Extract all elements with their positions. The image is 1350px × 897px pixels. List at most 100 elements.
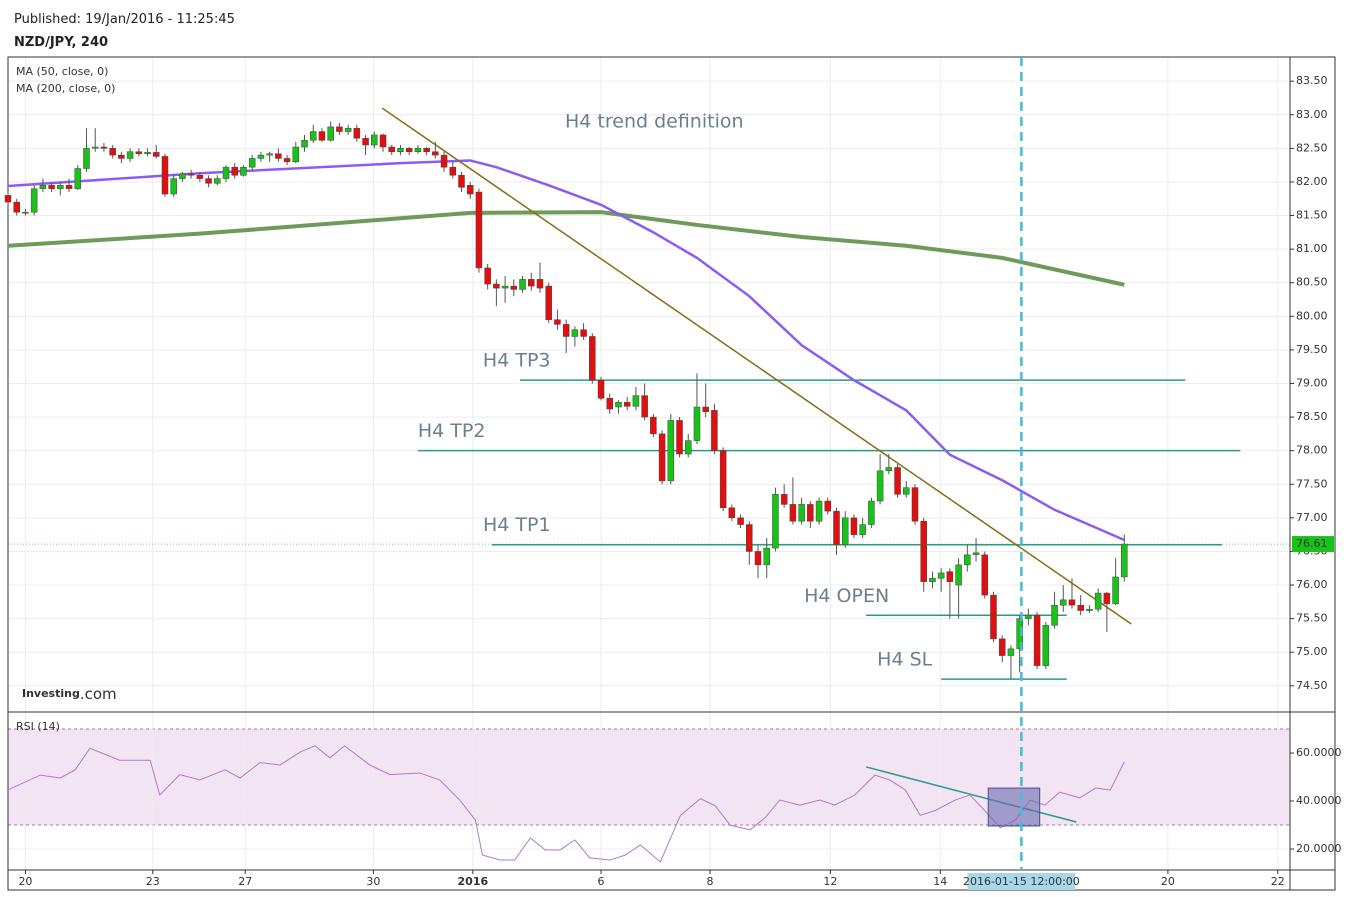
candle-body [859,524,866,535]
candle-body [528,279,535,287]
y-tick-label: 74.50 [1296,679,1328,692]
frame [7,56,1336,891]
candle-body [196,174,204,179]
legend-entry: RSI (14) [16,720,60,733]
y-tick-label: 82.00 [1296,175,1328,188]
x-tick-label: 8 [707,875,714,888]
candle-body [292,146,300,163]
candle-body [301,140,308,148]
candle-body [815,500,823,522]
candle-body [484,267,491,285]
trendline [381,107,1132,625]
candle-body [719,450,727,509]
y-tick-label: 75.50 [1296,612,1328,625]
candle-body [1086,608,1093,611]
candle-body [1033,615,1041,666]
candle-body [981,554,989,596]
candle-body [1094,592,1102,610]
y-tick-label: 77.50 [1296,477,1328,490]
candle-body [641,395,648,418]
candle-body [615,402,622,408]
candle-body [632,395,640,407]
candle-body [205,178,212,184]
candle-body [275,153,282,159]
candle-body [562,324,570,337]
candle-body [501,285,509,289]
candle-body [798,504,805,522]
candle-body [536,279,544,289]
candle-body [885,467,893,472]
candle-body [658,433,666,482]
marker-label: 2016-01-15 12:00:00 [963,875,1080,888]
candle-body [606,398,614,410]
level-label: H4 OPEN [804,585,889,607]
candle-body [972,552,980,556]
candle-body [327,126,334,141]
candle-body [702,406,709,412]
candle-body [903,487,910,495]
candle-body [1025,615,1032,619]
candle-body [22,211,29,214]
candle-body [763,547,770,566]
candle-body [257,154,265,159]
candle-body [458,174,465,188]
candle-body [126,151,134,159]
y-tick-label: 83.50 [1296,74,1328,87]
candle-body [466,185,474,195]
y-tick-label: 76.00 [1296,578,1328,591]
level-label: H4 TP2 [418,420,486,442]
candle-body [650,416,657,435]
candle-body [780,494,788,505]
x-tick-label: 12 [823,875,837,888]
x-tick-label: 22 [1271,875,1285,888]
x-tick-label: 6 [598,875,605,888]
candle-body [946,571,954,582]
candle-body [711,410,718,451]
candle-body [894,467,901,495]
candle-body [571,329,579,337]
y-tick-label: 75.00 [1296,645,1328,658]
y-tick-label: 78.00 [1296,444,1328,457]
candle-body [170,178,177,195]
legend-entry: MA (200, close, 0) [16,82,115,95]
header: Published: 19/Jan/2016 - 11:25:45 NZD/JP… [14,8,235,54]
candle-body [214,178,221,184]
candle-body [589,336,596,381]
candle-body [737,517,744,525]
candle-body [118,154,125,159]
candle-body [937,572,945,579]
candle-body [353,127,361,139]
candle-body [597,379,605,399]
candle-body [74,168,82,189]
candle-body [91,146,99,149]
candle-body [57,185,64,189]
annotation: H4 trend definition [565,111,744,133]
candle-body [920,520,927,582]
last-price-label: 76.61 [1296,537,1328,550]
candle-body [414,148,422,152]
candle-body [48,185,55,189]
candle-body [362,138,369,146]
moving-average [7,210,1125,287]
candle-body [990,594,997,640]
rsi-trendline [865,766,1077,823]
candle-body [510,285,518,290]
candle-body [693,406,701,441]
x-tick-label: 27 [238,875,252,888]
candle-body [1016,618,1023,650]
candle-body [240,166,247,176]
candle-body [807,504,814,522]
logo-suffix: .com [80,685,117,703]
candle-body [39,185,47,189]
y-tick-label: 79.50 [1296,343,1328,356]
candle-body [841,517,849,545]
candle-body [309,131,317,141]
candle-body [248,158,256,168]
candle-body [30,188,38,213]
y-tick-label: 60.0000 [1296,746,1342,759]
candle-body [222,166,230,179]
candle-body [109,148,116,156]
y-tick-label: 20.0000 [1296,842,1342,855]
